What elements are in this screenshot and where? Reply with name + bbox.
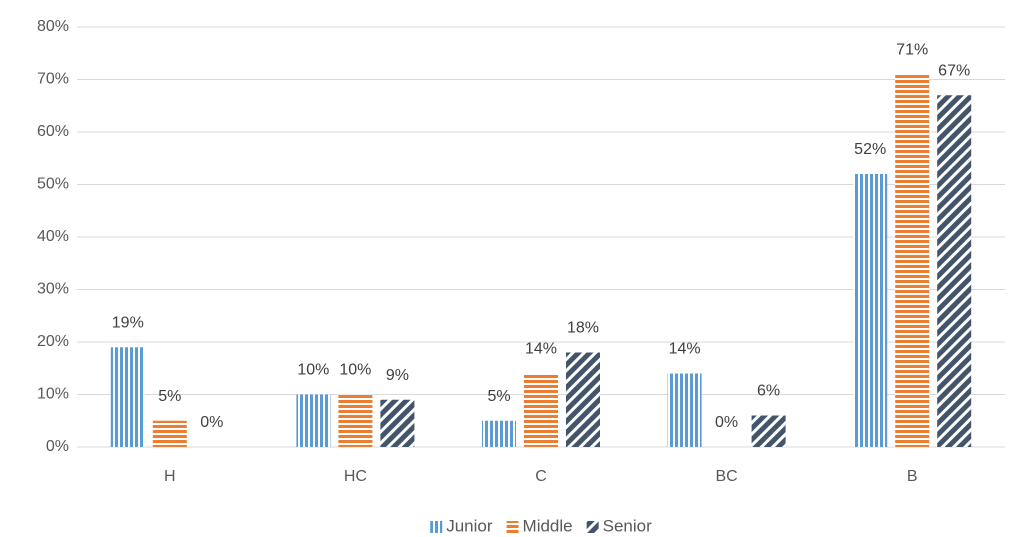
y-tick-label: 30%: [37, 281, 69, 298]
bar: [853, 174, 888, 447]
value-label: 14%: [525, 341, 557, 358]
value-label: 0%: [200, 414, 223, 431]
bar: [338, 394, 373, 447]
bar: [751, 415, 786, 447]
y-tick-label: 40%: [37, 228, 69, 245]
x-tick-label: C: [535, 468, 547, 485]
legend-swatch: [586, 521, 599, 533]
bar: [895, 74, 930, 447]
value-label: 6%: [757, 383, 780, 400]
bar: [667, 373, 702, 447]
value-label: 0%: [715, 414, 738, 431]
value-label: 19%: [112, 314, 144, 331]
x-tick-label: H: [164, 468, 176, 485]
bar: [566, 352, 600, 447]
value-label: 52%: [854, 141, 886, 158]
bar: [152, 420, 187, 447]
x-tick-label: B: [907, 468, 918, 485]
bar: [524, 373, 558, 447]
legend-swatch: [430, 521, 443, 533]
y-tick-label: 80%: [37, 18, 69, 35]
y-tick-label: 10%: [37, 386, 69, 403]
bar: [110, 347, 145, 447]
value-label: 5%: [158, 388, 181, 405]
value-label: 67%: [938, 62, 970, 79]
y-tick-label: 0%: [46, 438, 69, 455]
legend-swatch: [506, 521, 519, 533]
y-tick-label: 60%: [37, 123, 69, 140]
y-tick-label: 20%: [37, 333, 69, 350]
bar: [937, 95, 972, 447]
bar: [296, 394, 331, 447]
legend-label: Middle: [523, 516, 573, 535]
value-label: 18%: [567, 320, 599, 337]
bar: [482, 420, 516, 447]
legend-label: Junior: [446, 516, 493, 535]
y-tick-label: 50%: [37, 176, 69, 193]
legend-label: Senior: [603, 516, 652, 535]
value-label: 14%: [669, 341, 701, 358]
value-label: 9%: [386, 367, 409, 384]
bar: [380, 399, 415, 447]
value-label: 10%: [297, 362, 329, 379]
value-label: 71%: [896, 41, 928, 58]
value-label: 5%: [487, 388, 510, 405]
y-tick-label: 70%: [37, 71, 69, 88]
x-tick-label: HC: [344, 468, 367, 485]
x-tick-label: BC: [715, 468, 737, 485]
value-label: 10%: [339, 362, 371, 379]
